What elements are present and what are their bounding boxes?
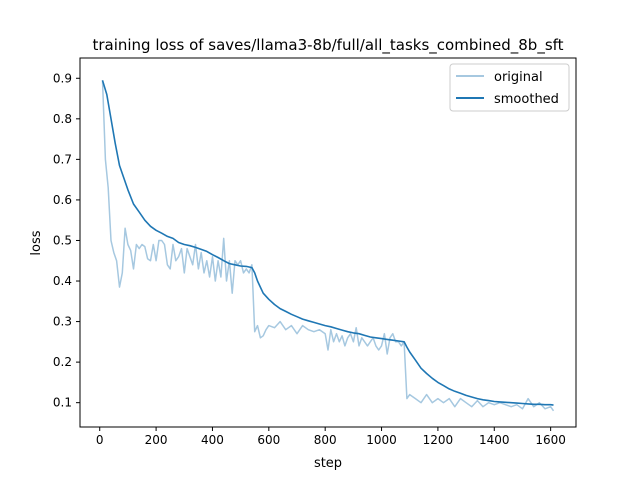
y-tick-label: 0.2 (53, 355, 72, 369)
x-tick-label: 400 (201, 433, 224, 447)
y-tick-label: 0.6 (53, 193, 72, 207)
x-tick-label: 1000 (366, 433, 397, 447)
legend-label-smoothed: smoothed (494, 92, 559, 107)
y-tick-label: 0.3 (53, 315, 72, 329)
axes-frame (79, 57, 577, 428)
y-tick-label: 0.9 (53, 71, 72, 85)
plot-area (101, 80, 555, 412)
x-axis-label: step (314, 456, 342, 471)
x-tick-label: 200 (145, 433, 168, 447)
x-tick-label: 1600 (535, 433, 566, 447)
series-line-original (101, 80, 555, 412)
y-tick-label: 0.1 (53, 396, 72, 410)
x-tick-label: 1400 (479, 433, 510, 447)
y-tick-label: 0.4 (53, 274, 72, 288)
y-axis-label: loss (29, 230, 44, 255)
series-line-smoothed (101, 80, 554, 406)
x-tick-label: 800 (314, 433, 337, 447)
legend: original smoothed (449, 63, 570, 112)
y-axis: 0.1 0.2 0.3 0.4 0.5 0.6 0.7 0.8 0.9 (53, 71, 80, 410)
x-tick-label: 600 (257, 433, 280, 447)
x-tick-label: 0 (96, 433, 104, 447)
x-axis: 0 200 400 600 800 1000 1200 1400 1600 (96, 427, 566, 447)
y-tick-label: 0.5 (53, 233, 72, 247)
y-tick-label: 0.7 (53, 152, 72, 166)
y-tick-label: 0.8 (53, 112, 72, 126)
x-tick-label: 1200 (423, 433, 454, 447)
chart-title: training loss of saves/llama3-8b/full/al… (92, 36, 563, 55)
legend-label-original: original (494, 70, 543, 85)
